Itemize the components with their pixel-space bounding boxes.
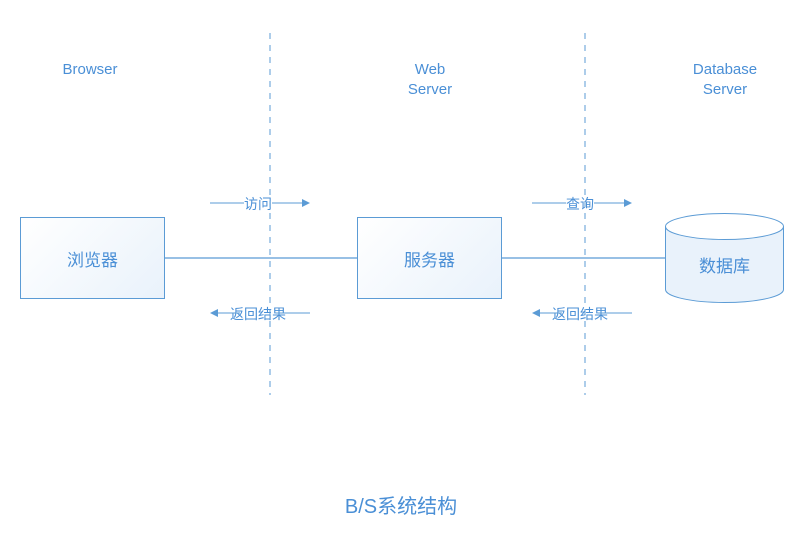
- node-browser-label: 浏览器: [67, 246, 118, 271]
- node-database: 数据库: [665, 213, 784, 303]
- column-label-browser: Browser: [10, 60, 170, 80]
- edge-label-res1: 返回结果: [198, 304, 318, 324]
- diagram-caption: B/S系统结构: [251, 490, 551, 519]
- node-browser: 浏览器: [20, 217, 165, 299]
- node-server-label: 服务器: [404, 246, 455, 271]
- column-label-db: Database Server: [645, 60, 802, 101]
- edge-label-req1: 访问: [198, 194, 318, 214]
- diagram-stage: Browser Web Server Database Server 浏览器 服…: [0, 0, 802, 540]
- edge-label-res2: 返回结果: [520, 304, 640, 324]
- edge-label-req2: 查询: [520, 194, 640, 214]
- node-server: 服务器: [357, 217, 502, 299]
- node-database-label: 数据库: [665, 252, 784, 277]
- column-label-web: Web Server: [350, 60, 510, 101]
